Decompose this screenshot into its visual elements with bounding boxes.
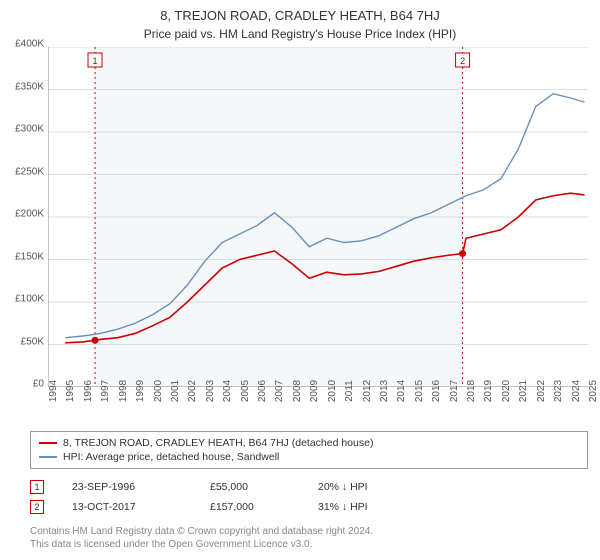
y-tick-label: £300K	[15, 124, 44, 135]
transaction-marker: 2	[30, 500, 44, 514]
x-axis: 1994199519961997199819992000200120022003…	[48, 387, 588, 427]
legend-swatch	[39, 442, 57, 444]
footnote-line: Contains HM Land Registry data © Crown c…	[30, 525, 588, 538]
x-tick-label: 2003	[205, 380, 216, 402]
chart-title: 8, TREJON ROAD, CRADLEY HEATH, B64 7HJ	[0, 0, 600, 23]
x-tick-label: 2001	[170, 380, 181, 402]
x-tick-label: 2008	[292, 380, 303, 402]
legend-item: HPI: Average price, detached house, Sand…	[39, 450, 579, 464]
x-tick-label: 2019	[483, 380, 494, 402]
y-tick-label: £100K	[15, 294, 44, 305]
x-tick-label: 2024	[571, 380, 582, 402]
x-tick-label: 1996	[83, 380, 94, 402]
x-tick-label: 2022	[536, 380, 547, 402]
x-tick-label: 2015	[414, 380, 425, 402]
y-tick-label: £50K	[21, 336, 44, 347]
x-tick-label: 2010	[327, 380, 338, 402]
y-tick-label: £150K	[15, 251, 44, 262]
x-tick-label: 1999	[135, 380, 146, 402]
x-tick-label: 1994	[48, 380, 59, 402]
transaction-table: 1 23-SEP-1996 £55,000 20% ↓ HPI 2 13-OCT-2017…	[30, 477, 588, 517]
x-tick-label: 2017	[449, 380, 460, 402]
x-tick-label: 2009	[309, 380, 320, 402]
transaction-marker: 1	[30, 480, 44, 494]
plot-svg: 12	[48, 47, 588, 387]
transaction-row: 2 13-OCT-2017 £157,000 31% ↓ HPI	[30, 497, 588, 517]
legend: 8, TREJON ROAD, CRADLEY HEATH, B64 7HJ (…	[30, 431, 588, 469]
footnote-line: This data is licensed under the Open Gov…	[30, 538, 588, 551]
x-tick-label: 2023	[553, 380, 564, 402]
x-tick-label: 2013	[379, 380, 390, 402]
transaction-price: £55,000	[210, 481, 290, 493]
legend-swatch	[39, 456, 57, 458]
x-tick-label: 2021	[518, 380, 529, 402]
y-axis: £0£50K£100K£150K£200K£250K£300K£350K£400…	[0, 44, 48, 384]
x-tick-label: 2020	[501, 380, 512, 402]
y-tick-label: £0	[33, 379, 44, 390]
transaction-date: 13-OCT-2017	[72, 501, 182, 513]
legend-item: 8, TREJON ROAD, CRADLEY HEATH, B64 7HJ (…	[39, 436, 579, 450]
transaction-delta: 31% ↓ HPI	[318, 501, 368, 513]
transaction-delta: 20% ↓ HPI	[318, 481, 368, 493]
x-tick-label: 2004	[222, 380, 233, 402]
transaction-price: £157,000	[210, 501, 290, 513]
x-tick-label: 2005	[240, 380, 251, 402]
x-tick-label: 2014	[396, 380, 407, 402]
y-tick-label: £400K	[15, 39, 44, 50]
x-tick-label: 2000	[153, 380, 164, 402]
x-tick-label: 2002	[187, 380, 198, 402]
x-tick-label: 1998	[118, 380, 129, 402]
chart-container: 8, TREJON ROAD, CRADLEY HEATH, B64 7HJ P…	[0, 0, 600, 560]
y-tick-label: £200K	[15, 209, 44, 220]
x-tick-label: 2007	[274, 380, 285, 402]
y-tick-label: £250K	[15, 166, 44, 177]
x-tick-label: 2011	[344, 380, 355, 402]
transaction-date: 23-SEP-1996	[72, 481, 182, 493]
x-tick-label: 2018	[466, 380, 477, 402]
x-tick-label: 2016	[431, 380, 442, 402]
transaction-row: 1 23-SEP-1996 £55,000 20% ↓ HPI	[30, 477, 588, 497]
chart-subtitle: Price paid vs. HM Land Registry's House …	[0, 23, 600, 47]
plot-area: 12	[48, 47, 588, 387]
legend-label: 8, TREJON ROAD, CRADLEY HEATH, B64 7HJ (…	[63, 437, 373, 449]
x-tick-label: 2012	[362, 380, 373, 402]
legend-label: HPI: Average price, detached house, Sand…	[63, 451, 279, 463]
footnote: Contains HM Land Registry data © Crown c…	[30, 525, 588, 551]
y-tick-label: £350K	[15, 81, 44, 92]
x-tick-label: 2025	[588, 380, 599, 402]
svg-text:2: 2	[460, 56, 465, 66]
x-tick-label: 2006	[257, 380, 268, 402]
x-tick-label: 1997	[100, 380, 111, 402]
x-tick-label: 1995	[65, 380, 76, 402]
svg-text:1: 1	[93, 56, 98, 66]
